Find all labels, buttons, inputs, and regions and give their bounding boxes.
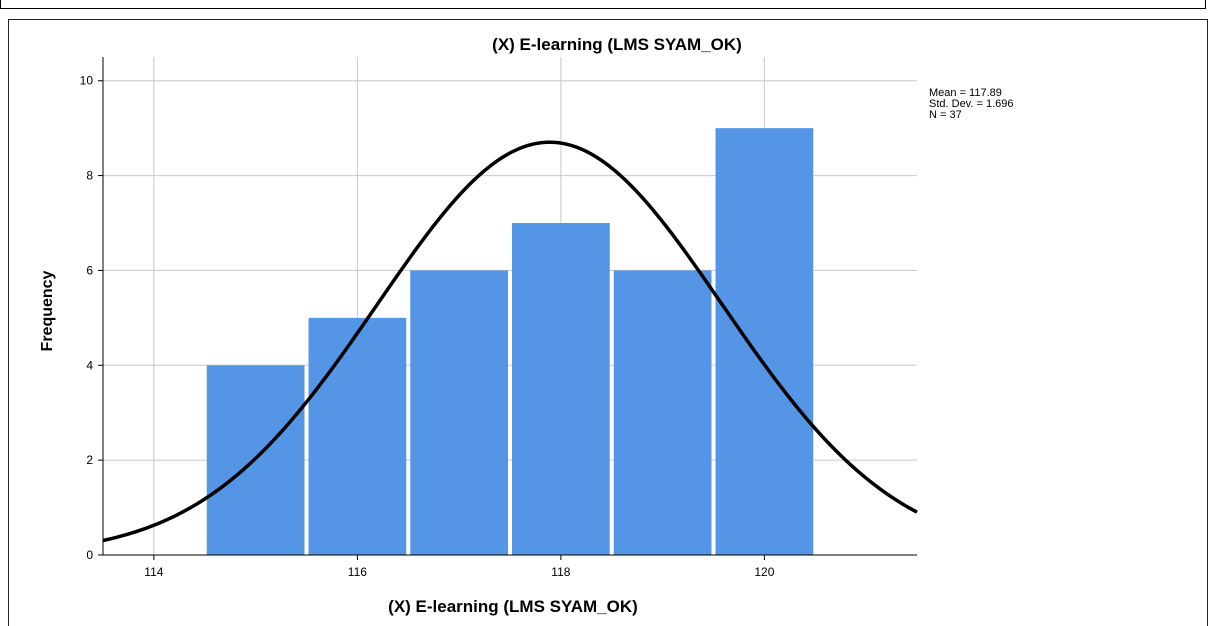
x-tick-label: 120 (754, 565, 774, 579)
x-tick-label: 114 (144, 565, 163, 579)
stat-n: N = 37 (929, 109, 962, 121)
y-tick-label: 0 (86, 548, 93, 562)
y-tick-label: 2 (86, 453, 93, 467)
stat-std-dev: Std. Dev. = 1.696 (929, 98, 1014, 110)
histogram-bar (512, 223, 610, 555)
histogram-bar (715, 128, 814, 555)
histogram-bar (613, 270, 712, 555)
y-tick-label: 10 (80, 74, 94, 88)
y-tick-label: 8 (86, 169, 93, 183)
histogram-bar (410, 270, 508, 555)
x-axis-label: (X) E-learning (LMS SYAM_OK) (388, 597, 638, 616)
y-axis-label: Frequency (39, 270, 56, 351)
stat-mean: Mean = 117.89 (929, 87, 1002, 99)
x-tick-label: 116 (348, 565, 367, 579)
normal-curve (102, 140, 918, 543)
top-frame-strip (0, 0, 1206, 9)
y-tick-label: 4 (86, 358, 93, 372)
x-tick-label: 118 (551, 565, 570, 579)
y-tick-label: 6 (86, 263, 93, 277)
histogram-bar (308, 317, 407, 555)
chart-title: (X) E-learning (LMS SYAM_OK) (492, 35, 742, 54)
